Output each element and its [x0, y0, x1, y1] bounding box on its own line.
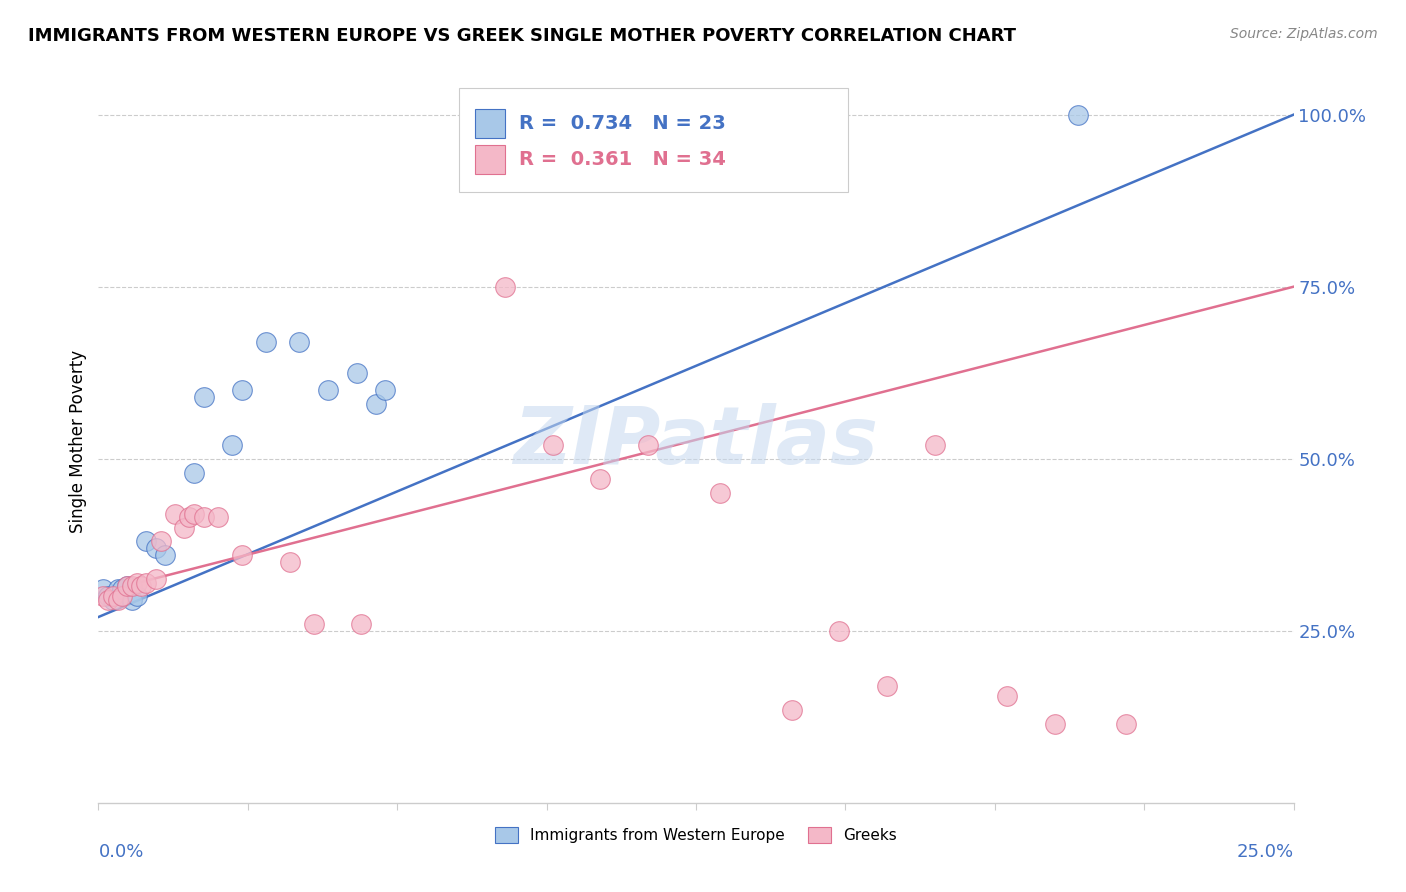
- Point: [115, 579, 138, 593]
- Point: [145, 541, 167, 556]
- Point: [374, 383, 396, 397]
- Point: [101, 590, 124, 604]
- Text: 0.0%: 0.0%: [98, 843, 143, 861]
- Point: [364, 397, 387, 411]
- Point: [193, 390, 215, 404]
- Point: [316, 383, 339, 397]
- Point: [97, 590, 120, 604]
- Point: [163, 507, 186, 521]
- Point: [183, 466, 205, 480]
- Text: Source: ZipAtlas.com: Source: ZipAtlas.com: [1230, 27, 1378, 41]
- Text: 25.0%: 25.0%: [1236, 843, 1294, 861]
- Point: [589, 472, 612, 486]
- Bar: [475, 109, 505, 138]
- Point: [1067, 108, 1090, 122]
- Point: [107, 582, 129, 597]
- Bar: [475, 145, 505, 174]
- Point: [221, 438, 243, 452]
- Text: IMMIGRANTS FROM WESTERN EUROPE VS GREEK SINGLE MOTHER POVERTY CORRELATION CHART: IMMIGRANTS FROM WESTERN EUROPE VS GREEK …: [28, 27, 1017, 45]
- Point: [125, 590, 148, 604]
- Point: [207, 510, 229, 524]
- Point: [637, 438, 659, 452]
- Point: [97, 592, 120, 607]
- Text: R =  0.361   N = 34: R = 0.361 N = 34: [519, 150, 725, 169]
- Point: [115, 579, 138, 593]
- Point: [173, 520, 195, 534]
- Point: [91, 590, 114, 604]
- Text: R =  0.734   N = 23: R = 0.734 N = 23: [519, 114, 725, 133]
- Point: [350, 616, 373, 631]
- Point: [111, 582, 134, 597]
- Point: [107, 592, 129, 607]
- Point: [1043, 716, 1066, 731]
- Point: [231, 383, 253, 397]
- Point: [288, 334, 311, 349]
- Text: ZIPatlas: ZIPatlas: [513, 402, 879, 481]
- Point: [125, 575, 148, 590]
- Point: [149, 534, 172, 549]
- Point: [254, 334, 277, 349]
- Point: [121, 579, 143, 593]
- Point: [91, 582, 114, 597]
- Point: [876, 679, 898, 693]
- Point: [494, 279, 516, 293]
- Point: [541, 438, 564, 452]
- Point: [193, 510, 215, 524]
- Point: [1115, 716, 1137, 731]
- Point: [155, 548, 177, 562]
- Point: [179, 510, 201, 524]
- Point: [346, 366, 368, 380]
- Point: [135, 575, 157, 590]
- Point: [111, 590, 134, 604]
- Point: [995, 689, 1018, 703]
- Point: [135, 534, 157, 549]
- Point: [780, 162, 803, 177]
- Point: [231, 548, 253, 562]
- Point: [709, 486, 731, 500]
- FancyBboxPatch shape: [460, 87, 848, 193]
- Point: [302, 616, 325, 631]
- Point: [145, 572, 167, 586]
- Legend: Immigrants from Western Europe, Greeks: Immigrants from Western Europe, Greeks: [489, 822, 903, 849]
- Y-axis label: Single Mother Poverty: Single Mother Poverty: [69, 350, 87, 533]
- Point: [101, 592, 124, 607]
- Point: [780, 703, 803, 717]
- Point: [828, 624, 851, 638]
- Point: [131, 579, 153, 593]
- Point: [278, 555, 301, 569]
- Point: [924, 438, 946, 452]
- Point: [183, 507, 205, 521]
- Point: [121, 592, 143, 607]
